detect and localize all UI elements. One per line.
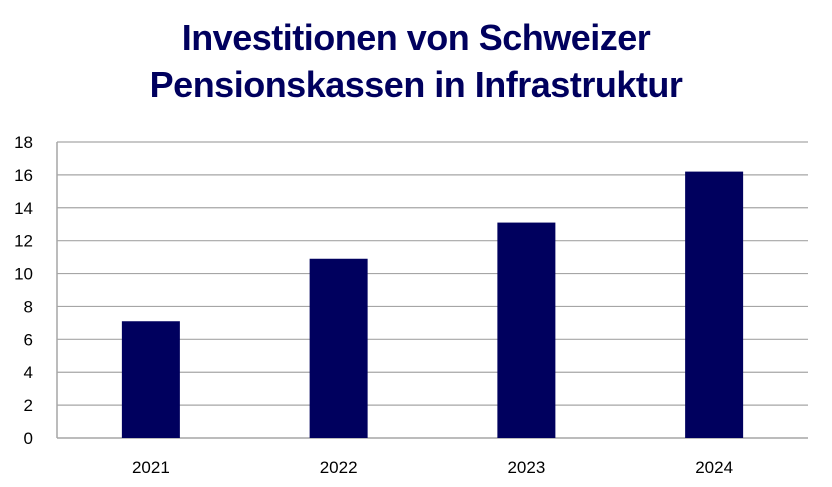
chart-title-line-2: Pensionskassen in Infrastruktur [149, 64, 683, 105]
y-tick-label: 12 [14, 232, 33, 251]
y-tick-label: 16 [14, 166, 33, 185]
bar-2024 [685, 171, 744, 438]
x-tick-label: 2024 [695, 458, 733, 477]
y-tick-label: 4 [24, 363, 33, 382]
y-tick-label: 8 [24, 297, 33, 316]
y-tick-label: 0 [24, 429, 33, 448]
y-tick-label: 6 [24, 330, 33, 349]
x-tick-label: 2022 [320, 458, 358, 477]
bar-2022 [309, 258, 368, 438]
chart-title-line-1: Investitionen von Schweizer [181, 17, 651, 58]
chart-title: Investitionen von Schweizer Pensionskass… [0, 14, 832, 108]
y-tick-label: 2 [24, 396, 33, 415]
y-tick-label: 14 [14, 199, 33, 218]
x-tick-label: 2021 [132, 458, 170, 477]
y-tick-label: 10 [14, 265, 33, 284]
bar-2021 [121, 321, 180, 438]
y-tick-label: 18 [14, 133, 33, 152]
bar-2023 [497, 222, 556, 438]
x-tick-label: 2023 [507, 458, 545, 477]
